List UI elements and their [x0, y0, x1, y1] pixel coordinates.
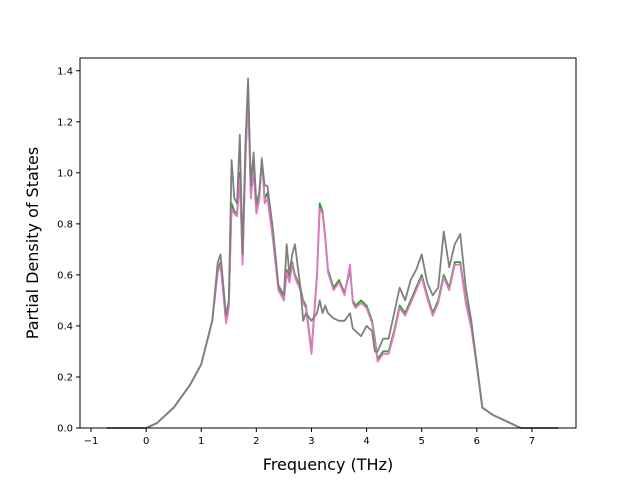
y-tick-label: 0.4 [57, 321, 73, 332]
y-axis-label: Partial Density of States [23, 147, 42, 339]
y-tick-label: 1.0 [57, 168, 73, 179]
y-tick-label: 1.4 [57, 66, 73, 77]
x-tick-label: 5 [419, 436, 425, 447]
x-axis-label: Frequency (THz) [263, 455, 393, 474]
x-tick-label: 3 [308, 436, 314, 447]
x-tick-label: 4 [363, 436, 369, 447]
y-tick-label: 0.2 [57, 372, 73, 383]
y-axis: 0.0 0.2 0.4 0.6 0.8 1.0 1.2 1.4 [57, 66, 80, 435]
plot-frame [79, 57, 577, 429]
y-tick-label: 0.6 [57, 270, 73, 281]
x-tick-label: 6 [474, 436, 480, 447]
x-tick-label: 2 [253, 436, 259, 447]
series-line-2 [106, 95, 559, 429]
x-tick-label: −1 [84, 436, 99, 447]
plot-area [79, 57, 577, 429]
y-tick-label: 1.2 [57, 117, 73, 128]
series-line-3 [106, 77, 559, 429]
x-tick-label: 7 [529, 436, 535, 447]
y-tick-label: 0.8 [57, 219, 73, 230]
x-tick-label: 0 [143, 436, 149, 447]
x-tick-label: 1 [198, 436, 204, 447]
series-layer [106, 77, 559, 429]
x-axis: −1 0 1 2 3 4 5 6 7 [84, 428, 535, 447]
plot-background [80, 58, 576, 428]
y-tick-label: 0.0 [57, 424, 73, 435]
